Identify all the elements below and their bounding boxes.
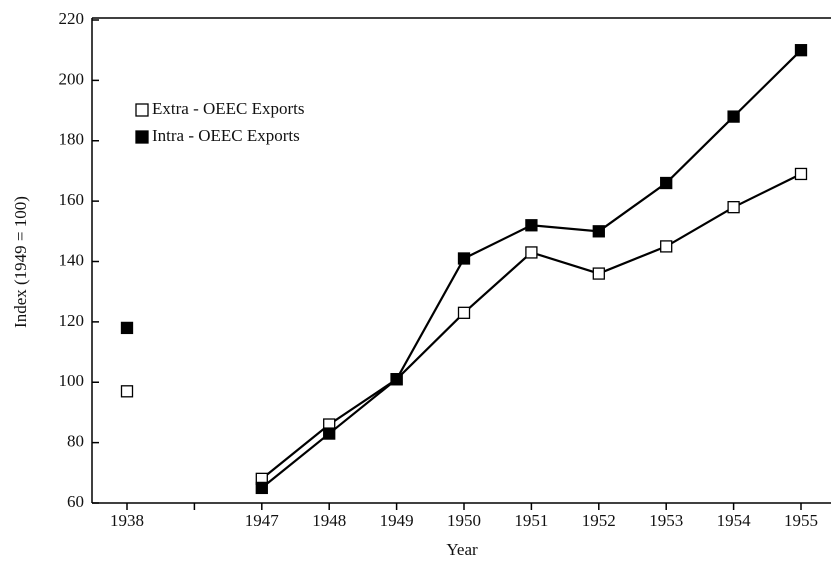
point-marker [727, 201, 740, 214]
legend-marker [135, 103, 149, 117]
y-tick-label: 140 [59, 250, 85, 269]
point-marker [660, 240, 673, 253]
x-tick-label: 1948 [312, 511, 346, 530]
point-marker [592, 267, 605, 280]
point-marker [525, 246, 538, 259]
point-marker [660, 176, 673, 190]
x-tick-label: 1951 [514, 511, 548, 530]
y-tick-label: 180 [59, 130, 85, 149]
point-marker [457, 252, 471, 265]
x-tick-label: 1947 [245, 511, 280, 530]
x-tick-label: 1953 [649, 511, 683, 530]
y-tick-label: 100 [59, 371, 85, 390]
point-marker [794, 44, 808, 57]
y-tick-label: 120 [59, 311, 85, 330]
series-line [261, 49, 802, 489]
x-tick-label: 1955 [784, 511, 818, 530]
point-marker [120, 385, 134, 398]
point-marker [120, 321, 134, 335]
x-tick-label: 1954 [717, 511, 752, 530]
point-marker [255, 481, 268, 495]
point-marker [390, 373, 403, 386]
y-tick-label: 200 [59, 69, 85, 88]
y-tick-label: 160 [59, 190, 85, 209]
point-marker [727, 110, 740, 123]
point-marker [323, 427, 336, 440]
x-tick-label: 1950 [447, 511, 481, 530]
x-tick-label: 1952 [582, 511, 616, 530]
point-marker [592, 225, 605, 238]
y-tick-label: 220 [59, 9, 85, 28]
x-tick-label: 1938 [110, 511, 144, 530]
legend-label: Extra - OEEC Exports [152, 99, 305, 118]
y-axis-label: Index (1949 = 100) [11, 196, 30, 328]
point-marker [457, 306, 471, 319]
y-tick-label: 60 [67, 492, 84, 511]
legend-label: Intra - OEEC Exports [152, 126, 300, 145]
point-marker [525, 219, 538, 232]
legend-marker [135, 130, 149, 144]
point-marker [794, 167, 808, 181]
x-tick-label: 1949 [380, 511, 414, 530]
y-tick-label: 80 [67, 432, 84, 451]
x-axis-label: Year [446, 540, 478, 559]
